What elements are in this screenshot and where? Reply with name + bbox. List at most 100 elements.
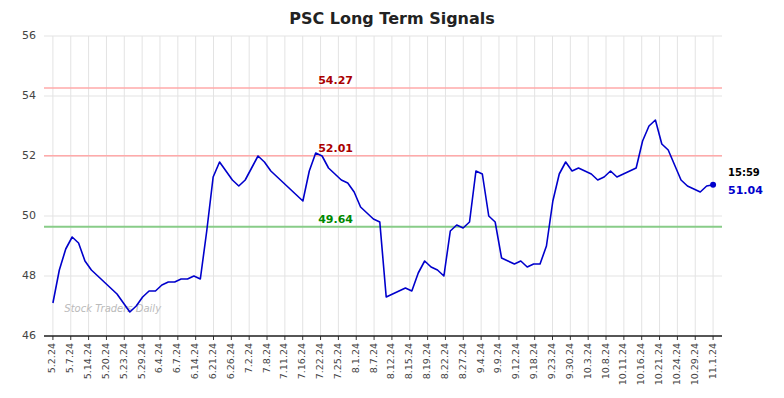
x-grid-line — [374, 36, 375, 336]
x-tick-label: 5.2.24 — [46, 343, 57, 373]
x-grid-line — [641, 36, 642, 336]
y-tick-label: 54 — [22, 89, 36, 102]
plot-area — [44, 88, 722, 312]
x-grid-line — [659, 36, 660, 336]
x-tick-label: 8.19.24 — [421, 343, 432, 379]
x-tick-label: 7.22.24 — [314, 343, 325, 379]
x-grid-line — [498, 36, 499, 336]
x-tick-label: 8.12.24 — [385, 343, 396, 379]
x-grid-line — [427, 36, 428, 336]
x-grid-line — [302, 36, 303, 336]
reference-label: 49.64 — [318, 213, 353, 226]
x-grid-line — [159, 36, 160, 336]
reference-label: 54.27 — [318, 74, 353, 87]
x-tick-label: 10.24.24 — [671, 343, 682, 385]
x-tick-label: 8.22.24 — [439, 343, 450, 379]
x-tick-label: 8.1.24 — [350, 343, 361, 373]
x-tick-label: 6.4.24 — [153, 343, 164, 373]
x-grid-line — [70, 36, 71, 336]
x-tick-label: 6.26.24 — [225, 343, 236, 379]
x-tick-label: 11.1.24 — [707, 343, 718, 379]
y-grid-line — [44, 216, 722, 217]
x-grid-line — [267, 36, 268, 336]
x-tick-label: 10.3.24 — [582, 343, 593, 379]
x-tick-label: 8.15.24 — [403, 343, 414, 379]
x-tick-label: 8.27.24 — [457, 343, 468, 379]
grid — [44, 36, 722, 336]
x-grid-line — [52, 36, 53, 336]
y-axis: 46 48 50 52 54 56 — [22, 29, 36, 342]
x-tick-label: 7.16.24 — [296, 343, 307, 379]
x-tick-label: 9.12.24 — [510, 343, 521, 379]
x-tick-label: 10.16.24 — [635, 343, 646, 385]
x-grid-line — [124, 36, 125, 336]
x-tick-label: 9.30.24 — [564, 343, 575, 379]
x-grid-line — [177, 36, 178, 336]
reference-label: 52.01 — [318, 142, 353, 155]
watermark: Stock Traders Daily — [64, 303, 162, 314]
x-tick-label: 6.7.24 — [171, 343, 182, 373]
y-grid-line — [44, 96, 722, 97]
price-line — [53, 120, 713, 312]
reference-line — [44, 87, 722, 89]
x-axis: 5.2.24 5.7.24 5.14.24 5.20.24 5.23.24 5.29.24… — [46, 336, 717, 385]
x-grid-line — [88, 36, 89, 336]
y-grid-line — [44, 156, 722, 157]
last-point — [710, 182, 716, 188]
x-tick-label: 10.21.24 — [653, 343, 664, 385]
x-grid-line — [445, 36, 446, 336]
title: PSC Long Term Signals — [289, 9, 495, 28]
x-grid-line — [570, 36, 571, 336]
y-tick-label: 56 — [22, 29, 36, 42]
reference-line — [44, 155, 722, 157]
x-grid-line — [356, 36, 357, 336]
y-grid-line — [44, 36, 722, 37]
x-tick-label: 5.20.24 — [100, 343, 111, 379]
x-axis-line — [44, 335, 722, 337]
x-tick-label: 6.21.24 — [207, 343, 218, 379]
x-grid-line — [677, 36, 678, 336]
x-tick-label: 6.14.24 — [189, 343, 200, 379]
x-tick-label: 7.11.24 — [278, 343, 289, 379]
x-tick-label: 10.11.24 — [617, 343, 628, 385]
y-tick-label: 48 — [22, 269, 36, 282]
x-grid-line — [195, 36, 196, 336]
x-grid-line — [284, 36, 285, 336]
x-grid-line — [463, 36, 464, 336]
chart: PSC Long Term Signals4648505254565.2.245… — [0, 0, 784, 398]
x-tick-label: 9.23.24 — [546, 343, 557, 379]
y-grid-line — [44, 336, 722, 337]
x-tick-label: 7.25.24 — [332, 343, 343, 379]
x-grid-line — [516, 36, 517, 336]
x-tick-label: 10.8.24 — [600, 343, 611, 379]
current-price: 51.04 — [728, 184, 763, 197]
x-tick-label: 9.9.24 — [492, 343, 503, 373]
y-tick-label: 52 — [22, 149, 36, 162]
y-grid-line — [44, 276, 722, 277]
x-grid-line — [249, 36, 250, 336]
x-tick-label: 9.4.24 — [475, 343, 486, 373]
reference-line — [44, 226, 722, 228]
x-grid-line — [552, 36, 553, 336]
x-tick-label: 5.14.24 — [82, 343, 93, 379]
x-grid-line — [231, 36, 232, 336]
x-tick-label: 7.8.24 — [261, 343, 272, 373]
x-grid-line — [142, 36, 143, 336]
x-tick-label: 8.7.24 — [368, 343, 379, 373]
x-grid-line — [623, 36, 624, 336]
x-tick-label: 9.18.24 — [528, 343, 539, 379]
x-grid-line — [106, 36, 107, 336]
y-tick-label: 46 — [22, 329, 36, 342]
x-tick-label: 5.23.24 — [118, 343, 129, 379]
x-grid-line — [534, 36, 535, 336]
x-grid-line — [391, 36, 392, 336]
x-tick-label: 5.29.24 — [136, 343, 147, 379]
x-grid-line — [481, 36, 482, 336]
x-grid-line — [213, 36, 214, 336]
current-time: 15:59 — [728, 167, 760, 178]
x-grid-line — [588, 36, 589, 336]
x-tick-label: 5.7.24 — [64, 343, 75, 373]
x-tick-label: 7.2.24 — [243, 343, 254, 373]
x-tick-label: 10.29.24 — [689, 343, 700, 385]
y-tick-label: 50 — [22, 209, 36, 222]
